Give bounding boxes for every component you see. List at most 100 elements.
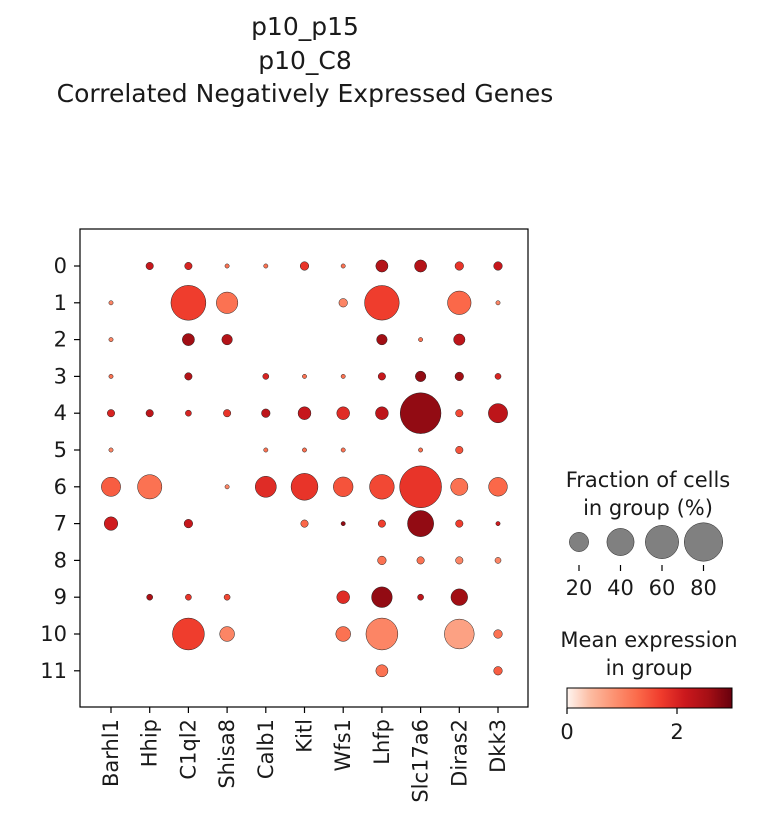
dot <box>300 519 309 528</box>
dot <box>223 409 232 418</box>
dot <box>184 372 193 381</box>
dot <box>493 261 503 271</box>
dot <box>183 519 193 529</box>
dot <box>414 259 427 273</box>
y-axis-ticks: 0 1 2 3 4 5 6 7 8 9 10 11 <box>40 254 80 683</box>
y-tick-label: 3 <box>54 364 67 388</box>
x-tick-label: Diras2 <box>447 719 471 787</box>
x-tick-label: Shisa8 <box>215 719 239 789</box>
dot <box>224 263 230 269</box>
chart-title-line-3: Correlated Negatively Expressed Genes <box>57 79 554 108</box>
dot <box>219 626 235 642</box>
dot <box>493 629 503 639</box>
dot <box>340 447 346 453</box>
size-legend-dot <box>684 522 723 562</box>
dot <box>418 337 424 343</box>
dot <box>450 477 469 496</box>
dot <box>255 476 277 498</box>
y-tick-label: 0 <box>54 254 67 278</box>
dot <box>137 474 163 500</box>
dot <box>494 373 502 380</box>
y-tick-label: 1 <box>54 291 67 315</box>
dot <box>172 617 205 651</box>
size-legend-label: 60 <box>649 576 676 600</box>
dot <box>302 374 307 379</box>
dot <box>108 447 114 453</box>
size-legend-dot <box>606 528 635 556</box>
dot <box>418 447 424 453</box>
size-legend-title-line-2: in group (%) <box>583 496 713 520</box>
dot <box>399 465 442 509</box>
dot <box>101 476 121 497</box>
dot-layer <box>101 259 508 678</box>
dot <box>454 261 464 271</box>
dot <box>495 300 501 306</box>
y-tick-label: 11 <box>40 659 67 683</box>
dot <box>338 298 348 308</box>
dot <box>224 484 230 490</box>
x-tick-label: Calb1 <box>254 719 278 779</box>
dot <box>182 333 195 346</box>
dot <box>221 334 233 346</box>
dot <box>146 593 153 601</box>
dot <box>103 516 119 531</box>
y-tick-label: 2 <box>54 328 67 352</box>
dot <box>495 521 501 526</box>
dot <box>297 406 312 420</box>
color-legend-title-line-1: Mean expression <box>560 628 737 652</box>
dot <box>488 477 508 497</box>
dot <box>450 588 468 606</box>
dot <box>336 590 350 604</box>
dot <box>340 374 346 379</box>
dot <box>455 446 464 454</box>
dot <box>444 618 475 650</box>
x-tick-label: Wfs1 <box>331 719 355 771</box>
size-legend: 20 40 60 80 <box>566 522 723 600</box>
dot <box>223 593 231 601</box>
dot <box>108 337 114 343</box>
size-legend-label: 40 <box>607 576 634 600</box>
dot <box>185 593 192 601</box>
dot <box>263 263 269 269</box>
dot <box>455 519 464 528</box>
dot <box>145 262 154 270</box>
dot <box>263 447 269 453</box>
size-legend-title-line-1: Fraction of cells <box>566 468 731 492</box>
colorbar-tick-label: 0 <box>560 720 573 744</box>
dot <box>375 664 389 678</box>
x-axis-ticks: Barhl1 Hhip C1ql2 Shisa8 Calb1 Kitl Wfs1 Lhfp Sl… <box>99 707 510 803</box>
dot <box>375 406 389 420</box>
dot <box>365 617 399 651</box>
y-tick-label: 9 <box>54 585 67 609</box>
dot <box>493 666 503 676</box>
dot <box>488 403 508 424</box>
dot <box>261 408 271 418</box>
size-legend-label: 20 <box>566 576 593 600</box>
dot <box>170 285 207 321</box>
dot <box>494 557 502 564</box>
y-tick-label: 10 <box>40 622 67 646</box>
dot <box>335 626 351 642</box>
x-tick-label: Hhip <box>138 719 162 767</box>
dot <box>417 593 424 601</box>
chart-title-line-1: p10_p15 <box>251 12 359 41</box>
dot <box>447 290 472 315</box>
dot <box>108 374 114 379</box>
dot <box>454 371 464 381</box>
dot <box>377 519 386 528</box>
y-tick-label: 6 <box>54 475 67 499</box>
dot <box>108 300 114 306</box>
dot <box>340 263 346 269</box>
size-legend-dot <box>645 525 679 559</box>
dot <box>302 447 307 453</box>
dot <box>145 409 154 418</box>
dot <box>369 474 395 500</box>
x-tick-label: C1ql2 <box>176 719 200 780</box>
y-tick-label: 5 <box>54 438 67 462</box>
dot <box>453 333 466 346</box>
size-legend-dot <box>569 532 589 552</box>
dot <box>399 392 442 434</box>
dot <box>299 261 310 271</box>
